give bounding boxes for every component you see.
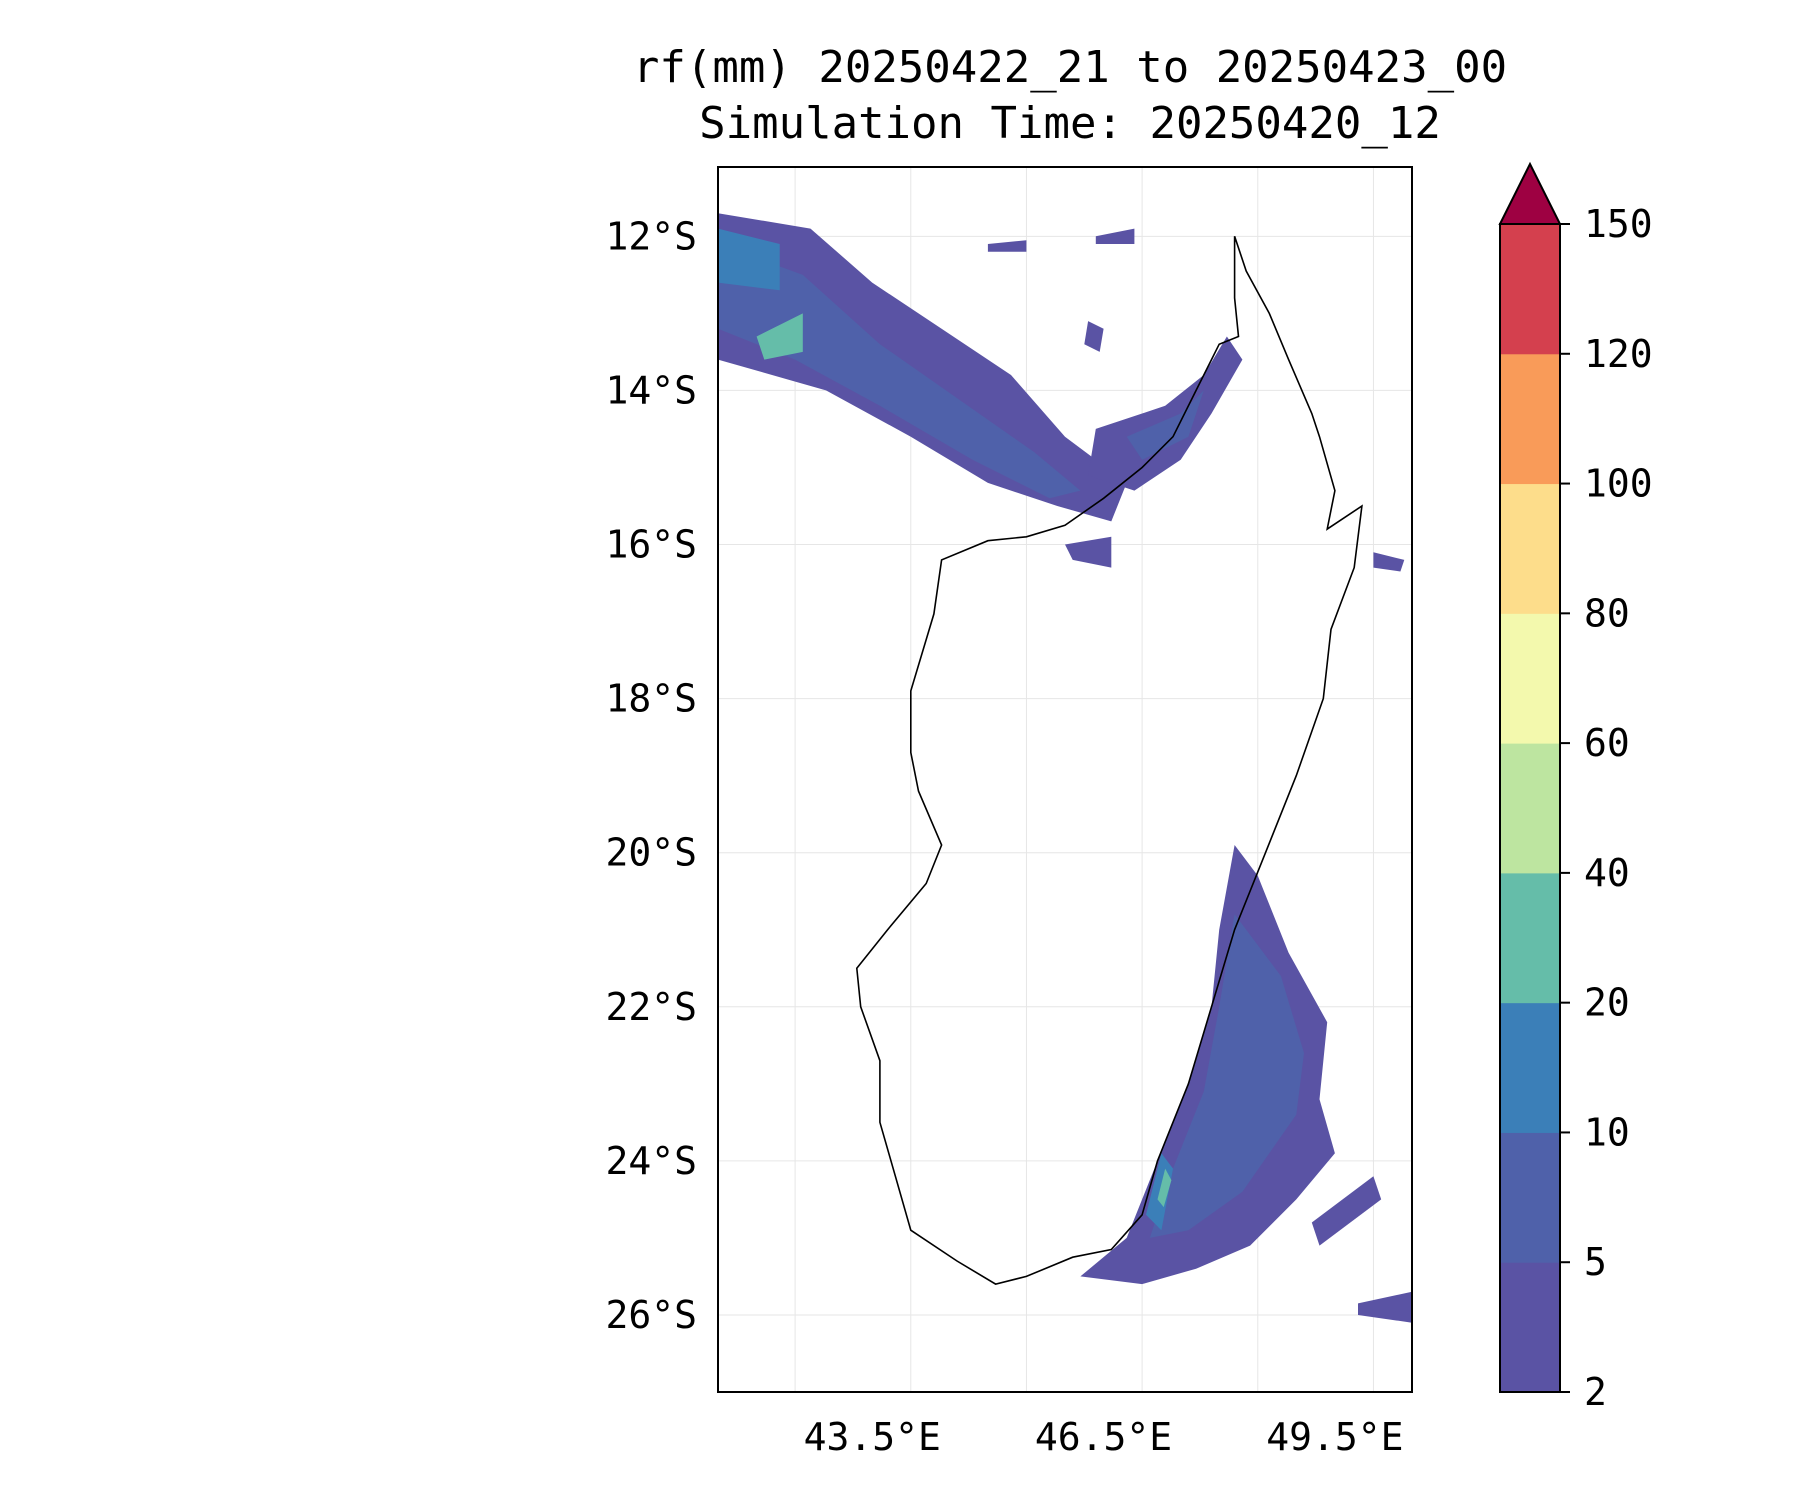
colorbar-tick-label: 150 [1584,202,1653,246]
colorbar: 2 5 10 20 40 60 80 100 120 150 [1498,161,1653,1414]
colorbar-tick-label: 10 [1584,1110,1630,1154]
colorbar-tick-label: 120 [1584,332,1653,376]
colorbar-swatch [1500,1132,1560,1263]
map-panel: 12°S14°S16°S18°S20°S22°S24°S26°S 43.5°E 4… [605,166,1413,1459]
colorbar-swatch [1500,613,1560,744]
latitude-tick-label: 18°S [605,677,697,721]
figure-title-line1: rf(mm) 20250422_21 to 20250423_00 [633,42,1507,93]
rainfall-region [987,240,1027,252]
map-frame [717,166,1413,1393]
colorbar-frame [1499,223,1561,1393]
colorbar-tick-label: 80 [1584,591,1630,635]
rainfall-region [1311,1176,1382,1246]
colorbar-extend-arrow [1498,161,1562,225]
colorbar-swatch [1500,743,1560,874]
latitude-tick-label: 24°S [605,1139,697,1183]
colorbar-swatch [1500,224,1560,355]
colorbar-tick-label: 40 [1584,851,1630,895]
rainfall-region [1065,536,1112,568]
rainfall-region [1126,390,1204,460]
colorbar-tick-label: 20 [1584,981,1630,1025]
figure-title-line2: Simulation Time: 20250420_12 [699,98,1441,149]
latitude-tick-label: 16°S [605,523,697,567]
rainfall-region [718,228,780,291]
latitude-tick-label: 14°S [605,368,697,412]
latitude-tick-label: 26°S [605,1293,697,1337]
colorbar-tick-label: 5 [1584,1240,1607,1284]
latitude-tick-label: 20°S [605,831,697,875]
rainfall-region [756,313,803,360]
rainfall-region [1095,228,1135,244]
colorbar-swatch [1500,1262,1560,1393]
longitude-tick-labels: 43.5°E 46.5°E 49.5°E [804,1415,1404,1459]
colorbar-tick-label: 2 [1584,1370,1607,1414]
colorbar-tick-label: 100 [1584,462,1653,506]
colorbar-tick-labels: 2 5 10 20 40 60 80 100 120 150 [1560,202,1653,1414]
rainfall-region [1373,552,1405,572]
longitude-tick-label: 46.5°E [1035,1415,1172,1459]
latitude-tick-labels: 12°S 14°S 16°S 18°S 20°S 22°S 24°S 26°S [605,214,697,1337]
colorbar-swatch [1500,1002,1560,1133]
rainfall-region [1080,845,1335,1285]
colorbar-swatch [1500,872,1560,1004]
rainfall-region [1358,1291,1412,1323]
rainfall-region [1149,914,1304,1238]
rainfall-layer [718,213,1412,1323]
madagascar-coastline [855,236,1363,1285]
rainfall-region [1157,1168,1172,1208]
longitude-tick-label: 49.5°E [1266,1415,1403,1459]
latitude-tick-label: 22°S [605,985,697,1029]
longitude-tick-label: 43.5°E [804,1415,941,1459]
colorbar-swatch [1500,483,1560,614]
rainfall-region [718,213,1127,522]
rainfall-region [1084,321,1104,352]
rainfall-region [718,244,1081,499]
colorbar-swatch [1500,353,1560,485]
colorbar-tick-label: 60 [1584,721,1630,765]
colorbar-swatches [1500,224,1560,1393]
latitude-tick-label: 12°S [605,214,697,258]
